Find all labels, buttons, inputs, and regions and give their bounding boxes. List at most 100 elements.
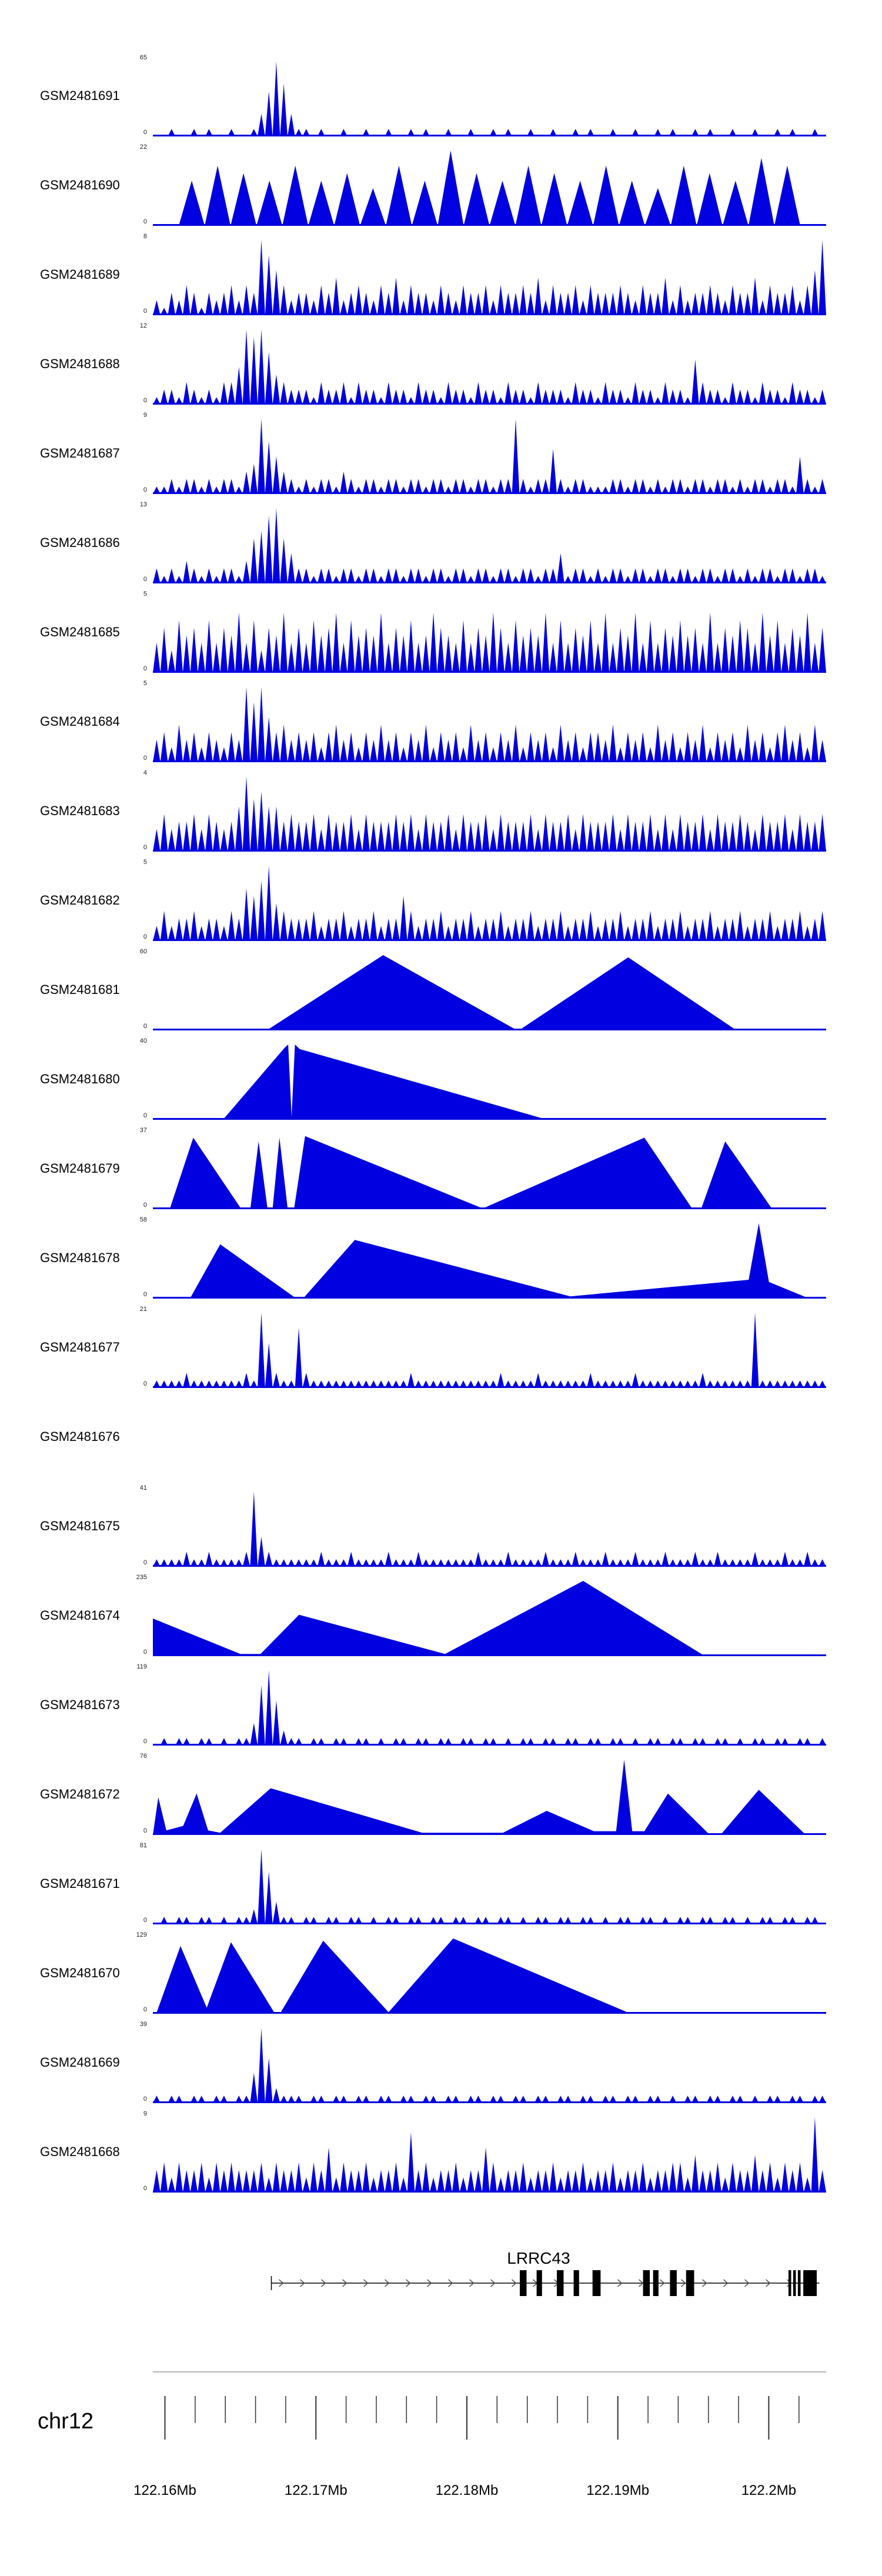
track-label: GSM2481668 (40, 2144, 120, 2159)
track-ymax-value: 41 (139, 1484, 147, 1491)
track-ymax-value: 60 (139, 948, 147, 955)
strand-arrow-icon (342, 2279, 348, 2287)
exon-box (643, 2270, 650, 2296)
signal-baseline (153, 1118, 826, 1120)
track-label: GSM2481691 (40, 88, 120, 103)
track-label: GSM2481677 (40, 1340, 120, 1354)
track-signal-plot (153, 1223, 826, 1299)
signal-area (153, 2117, 826, 2193)
track-ymin-value: 0 (143, 576, 147, 583)
signal-area (153, 1491, 826, 1567)
track-row: GSM2481685 5 0 (0, 590, 882, 680)
track-signal-plot (153, 151, 826, 226)
track-signal-plot (153, 1849, 826, 1924)
strand-arrow-icon (363, 2279, 369, 2287)
track-ymax-value: 9 (143, 2110, 147, 2117)
track-ymin-value: 0 (143, 1559, 147, 1566)
track-row: GSM2481676 (0, 1395, 882, 1484)
strand-arrow-icon (639, 2279, 644, 2287)
signal-baseline (153, 403, 826, 405)
track-signal-plot (153, 1491, 826, 1567)
track-label: GSM2481670 (40, 1966, 120, 1980)
signal-area (153, 866, 826, 941)
signal-baseline (153, 1565, 826, 1567)
track-row: GSM2481688 12 0 (0, 322, 882, 412)
track-ymin-value: 0 (143, 2095, 147, 2103)
track-row: GSM2481673 119 0 (0, 1663, 882, 1753)
signal-area (153, 240, 826, 315)
strand-arrow-icon (300, 2279, 305, 2287)
track-label: GSM2481682 (40, 893, 120, 907)
signal-area (153, 1313, 826, 1388)
track-row: GSM2481679 37 0 (0, 1127, 882, 1216)
signal-area (153, 1760, 826, 1835)
track-ymax-value: 65 (139, 54, 147, 61)
exon-box (686, 2270, 694, 2296)
track-ymax-value: 9 (143, 412, 147, 419)
strand-arrow-icon (766, 2279, 771, 2287)
signal-baseline (153, 582, 826, 583)
signal-area (153, 1849, 826, 1924)
track-ymin-value: 0 (143, 1023, 147, 1030)
track-signal-plot (153, 240, 826, 315)
strand-arrow-icon (702, 2279, 707, 2287)
track-row: GSM2481672 76 0 (0, 1753, 882, 1842)
track-row: GSM2481669 39 0 (0, 2021, 882, 2110)
signal-baseline (153, 1923, 826, 1924)
strand-arrow-icon (617, 2279, 623, 2287)
strand-arrow-icon (469, 2279, 475, 2287)
track-signal-plot (153, 2028, 826, 2103)
track-ymin-value: 0 (143, 1917, 147, 1924)
exon-box (592, 2270, 601, 2296)
track-row: GSM2481684 5 0 (0, 680, 882, 769)
track-row: GSM2481671 81 0 (0, 1842, 882, 1931)
strand-arrow-icon (681, 2279, 686, 2287)
signal-baseline (153, 1297, 826, 1299)
track-signal-plot (153, 1581, 826, 1656)
exon-box (536, 2270, 542, 2296)
track-signal-plot (153, 329, 826, 405)
signal-baseline (153, 2012, 826, 2014)
track-ymin-value: 0 (143, 2006, 147, 2013)
strand-arrow-icon (321, 2279, 326, 2287)
strand-arrow-icon (385, 2279, 390, 2287)
exon-box (520, 2270, 527, 2296)
track-ymin-value: 0 (143, 1380, 147, 1387)
exon-box (788, 2270, 791, 2296)
gene-model-track (270, 2270, 820, 2296)
strand-arrow-icon (787, 2279, 792, 2287)
track-label: GSM2481687 (40, 446, 120, 461)
track-label: GSM2481673 (40, 1697, 120, 1712)
track-signal-plot (153, 1045, 826, 1120)
track-signal-plot (153, 955, 826, 1030)
signal-baseline (153, 1744, 826, 1746)
track-row: GSM2481683 4 0 (0, 769, 882, 859)
track-label: GSM2481676 (40, 1429, 120, 1444)
track-ymax-value: 37 (139, 1127, 147, 1134)
strand-arrow-icon (448, 2279, 453, 2287)
exon-box (573, 2270, 579, 2296)
track-ymax-value: 5 (143, 590, 147, 598)
track-ymax-value: 21 (139, 1306, 147, 1313)
chromosome-label: chr12 (38, 2409, 94, 2434)
track-label: GSM2481684 (40, 714, 120, 729)
track-label: GSM2481678 (40, 1250, 120, 1265)
signal-area (153, 1581, 826, 1656)
signal-area (153, 1938, 826, 2014)
coordinate-ruler: 122.16Mb 122.17Mb 122.18Mb 122.19Mb 122.2Mb (133, 2396, 800, 2498)
track-row: GSM2481681 60 0 (0, 948, 882, 1037)
track-ymax-value: 5 (143, 859, 147, 866)
track-signal-plot (153, 687, 826, 762)
track-label: GSM2481679 (40, 1161, 120, 1176)
track-ymax-value: 81 (139, 1842, 147, 1849)
signal-area (153, 955, 826, 1030)
signal-area (153, 61, 826, 136)
track-ymin-value: 0 (143, 1291, 147, 1298)
track-ymin-value: 0 (143, 1112, 147, 1119)
signal-baseline (153, 760, 826, 762)
signal-baseline (153, 135, 826, 136)
track-ymax-value: 58 (139, 1216, 147, 1223)
signal-baseline (153, 1654, 826, 1656)
track-ymax-value: 22 (139, 144, 147, 151)
